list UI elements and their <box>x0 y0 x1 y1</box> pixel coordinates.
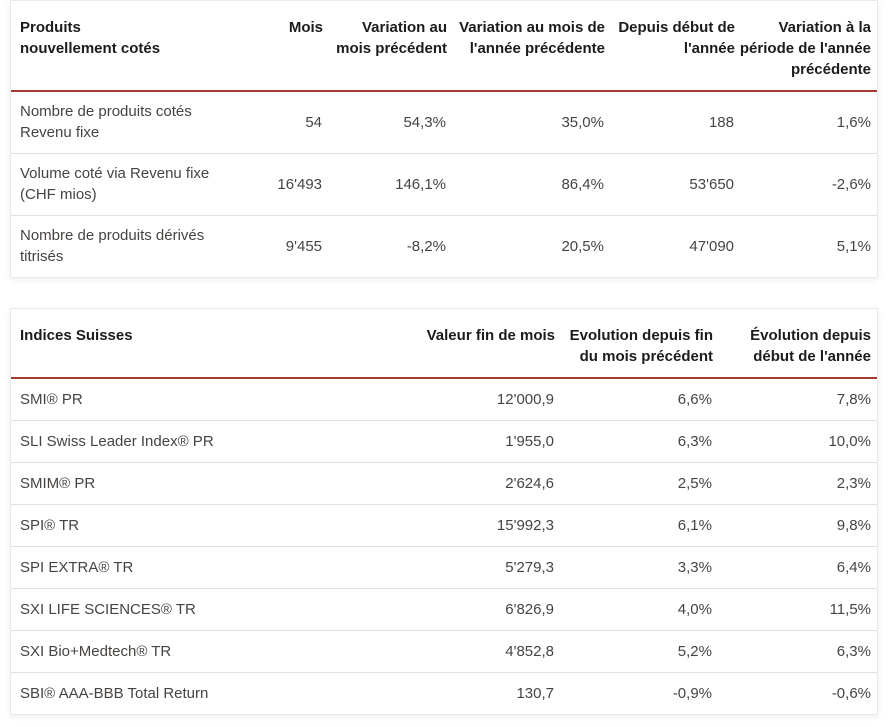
cell-value: 12'000,9 <box>496 390 554 408</box>
newly-listed-products-card: Produits nouvellement cotés Mois Variati… <box>10 0 878 278</box>
cell-value: 16'493 <box>261 152 323 215</box>
cell-value: 6'826,9 <box>367 587 555 630</box>
table-row: SPI® TR 15'992,3 6,1% 9,8% <box>11 503 877 546</box>
cell-value: 7,8% <box>836 390 871 408</box>
cell-value: 6,3% <box>713 629 877 672</box>
column-header-ytd: Depuis début de l'année <box>605 1 735 92</box>
row-label: Nombre de produits cotés Revenu fixe <box>20 103 192 142</box>
cell-value: 9,8% <box>713 503 877 546</box>
cell-value: 6,1% <box>555 503 713 546</box>
row-label: SPI® TR <box>11 503 367 546</box>
cell-value: 5,1% <box>735 214 877 277</box>
row-label: SLI Swiss Leader Index® PR <box>11 419 367 462</box>
cell-value: 3,3% <box>555 545 713 588</box>
cell-value: -0,9% <box>555 671 713 714</box>
cell-value: 4'852,8 <box>367 629 555 672</box>
cell-value: 146,1% <box>323 152 447 215</box>
table-row: SMIM® PR 2'624,6 2,5% 2,3% <box>11 461 877 504</box>
column-header-var-prev-year-month: Variation au mois de l'année précédente <box>447 1 605 92</box>
cell-value: 10,0% <box>713 419 877 462</box>
row-label: SMI® PR <box>20 390 83 408</box>
table-row: SBI® AAA-BBB Total Return 130,7 -0,9% -0,6% <box>11 671 877 714</box>
column-header-month: Mois <box>261 1 323 92</box>
cell-value: 5'279,3 <box>367 545 555 588</box>
table-row: Nombre de produits cotés Revenu fixe 54 54… <box>11 91 877 153</box>
header-row: Indices Suisses Valeur fin de mois Evolu… <box>11 309 877 379</box>
header-row: Produits nouvellement cotés Mois Variati… <box>11 1 877 92</box>
table-row: SXI Bio+Medtech® TR 4'852,8 5,2% 6,3% <box>11 629 877 672</box>
cell-value: 130,7 <box>367 671 555 714</box>
row-label: SPI EXTRA® TR <box>11 545 367 588</box>
cell-value: -2,6% <box>735 152 877 215</box>
column-header-title: Indices Suisses <box>11 309 367 379</box>
table-row: SPI EXTRA® TR 5'279,3 3,3% 6,4% <box>11 545 877 588</box>
table-header: Indices Suisses Valeur fin de mois Evolu… <box>11 309 877 379</box>
newly-listed-products-table: Produits nouvellement cotés Mois Variati… <box>11 1 877 277</box>
cell-value: 54,3% <box>403 113 446 131</box>
table-row: SLI Swiss Leader Index® PR 1'955,0 6,3% 10,… <box>11 419 877 462</box>
row-label: SXI LIFE SCIENCES® TR <box>11 587 367 630</box>
row-label: Nombre de produits dérivés titrisés <box>11 214 261 277</box>
table-body: Nombre de produits cotés Revenu fixe 54 54… <box>11 91 877 277</box>
column-header-eom-value: Valeur fin de mois <box>367 309 555 379</box>
cell-value: 9'455 <box>261 214 323 277</box>
table-row: SXI LIFE SCIENCES® TR 6'826,9 4,0% 11,5% <box>11 587 877 630</box>
cell-value: 53'650 <box>605 152 735 215</box>
cell-value: 20,5% <box>447 214 605 277</box>
table-header: Produits nouvellement cotés Mois Variati… <box>11 1 877 92</box>
cell-value: 2'624,6 <box>367 461 555 504</box>
column-header-var-prev-year-period: Variation à la période de l'année précéd… <box>735 1 877 92</box>
cell-value: 188 <box>708 113 734 131</box>
row-label: Volume coté via Revenu fixe (CHF mios) <box>11 152 261 215</box>
cell-value: 2,5% <box>555 461 713 504</box>
cell-value: 54 <box>305 113 322 131</box>
column-header-title: Produits nouvellement cotés <box>11 1 261 92</box>
table-row: Volume coté via Revenu fixe (CHF mios) 16… <box>11 152 877 215</box>
table-body: SMI® PR 12'000,9 6,6% 7,8% SLI Swiss Leader … <box>11 378 877 714</box>
table-row: Nombre de produits dérivés titrisés 9'455… <box>11 214 877 277</box>
cell-value: 86,4% <box>447 152 605 215</box>
row-label: SBI® AAA-BBB Total Return <box>11 671 367 714</box>
cell-value: 4,0% <box>555 587 713 630</box>
cell-value: 2,3% <box>713 461 877 504</box>
swiss-indices-table: Indices Suisses Valeur fin de mois Evolu… <box>11 309 877 714</box>
cell-value: -0,6% <box>713 671 877 714</box>
column-header-evol-prev-month: Evolution depuis fin du mois précédent <box>555 309 713 379</box>
column-header-evol-ytd: Évolution depuis début de l'année <box>713 309 877 379</box>
cell-value: 35,0% <box>561 113 604 131</box>
table-row: SMI® PR 12'000,9 6,6% 7,8% <box>11 378 877 420</box>
cell-value: 6,6% <box>677 390 712 408</box>
cell-value: 15'992,3 <box>367 503 555 546</box>
cell-value: 11,5% <box>713 587 877 630</box>
cell-value: 47'090 <box>605 214 735 277</box>
column-header-var-prev-month: Variation au mois précédent <box>323 1 447 92</box>
cell-value: 1,6% <box>836 113 871 131</box>
cell-value: 5,2% <box>555 629 713 672</box>
cell-value: -8,2% <box>323 214 447 277</box>
cell-value: 6,4% <box>713 545 877 588</box>
cell-value: 1'955,0 <box>367 419 555 462</box>
row-label: SMIM® PR <box>11 461 367 504</box>
cell-value: 6,3% <box>555 419 713 462</box>
row-label: SXI Bio+Medtech® TR <box>11 629 367 672</box>
swiss-indices-card: Indices Suisses Valeur fin de mois Evolu… <box>10 308 878 715</box>
